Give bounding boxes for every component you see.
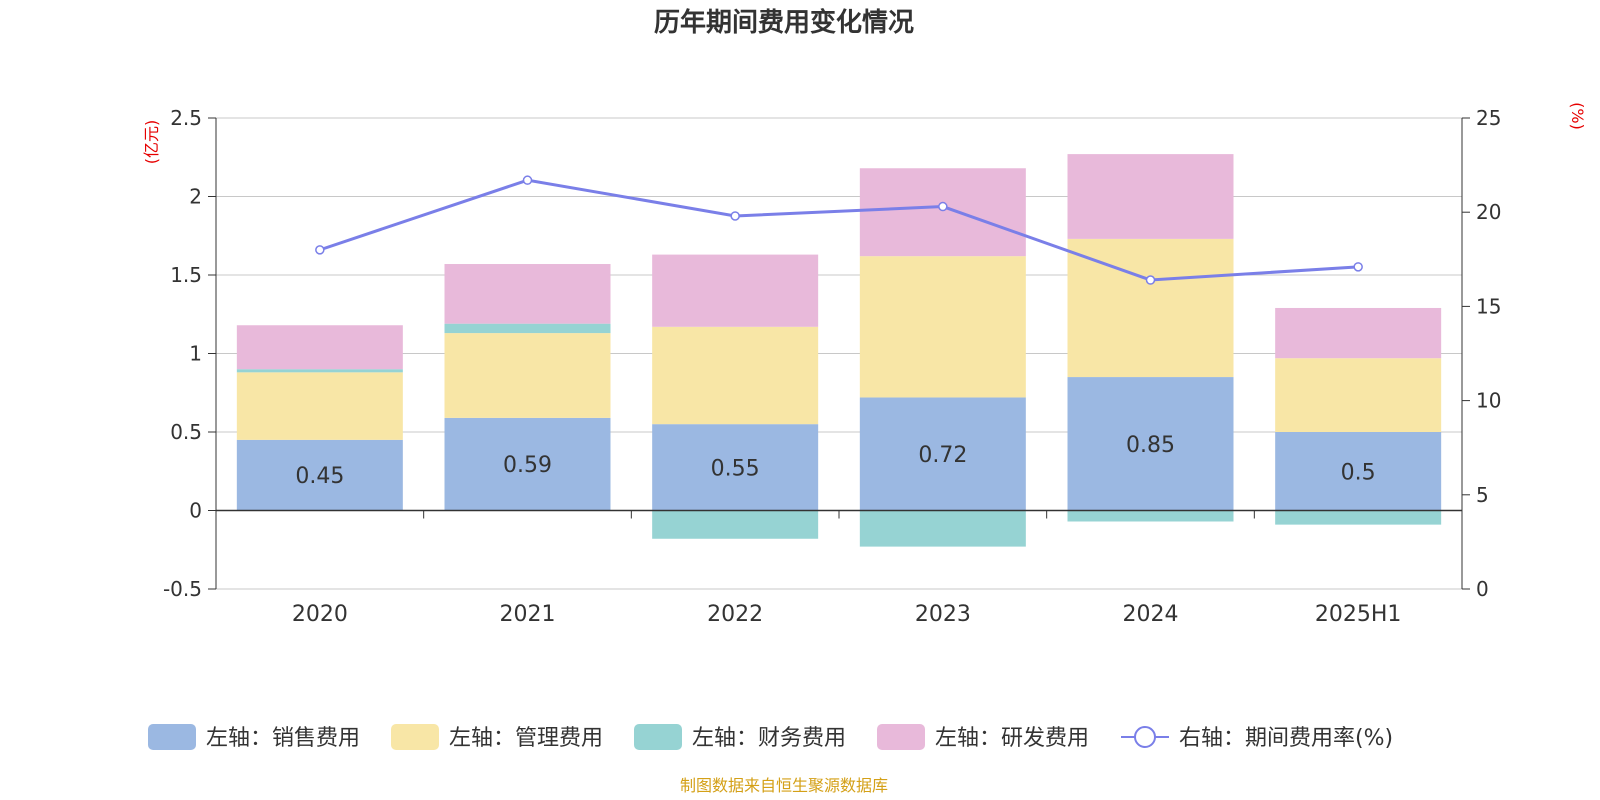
legend-label: 左轴：销售费用 [206,726,360,751]
bar-segment [1275,510,1442,525]
legend-swatch [391,724,439,750]
right-tick-label: 5 [1476,483,1489,507]
bar-segment [1067,154,1234,239]
legend-label: 左轴：研发费用 [935,726,1089,751]
x-tick-label: 2024 [1123,602,1179,627]
left-tick-label: 1 [189,342,202,366]
bar-segment [652,424,819,511]
left-tick-label: 0 [189,499,202,523]
bar-segment [859,256,1026,398]
left-axis: -0.5 0 0.5 1 1.5 2 2.5 [163,106,217,601]
bar-segment [1275,358,1442,432]
legend-label: 左轴：财务费用 [692,726,846,751]
legend: 左轴：销售费用 左轴：管理费用 左轴：财务费用 左轴：研发费用 右轴：期间费用率(%) [148,724,1393,751]
bar-segment [652,326,819,425]
right-axis-unit: (%) [1568,102,1587,130]
legend-marker-swatch [1134,726,1156,748]
left-tick-label: 2.5 [170,106,202,130]
bar-value-label: 0.55 [711,456,760,481]
right-tick-label: 25 [1476,106,1501,130]
right-axis: 0 5 10 15 20 25 [1461,106,1501,601]
bar-value-label: 0.72 [918,443,967,468]
bar-segment [1067,377,1234,511]
bar-value-label: 0.5 [1341,460,1376,485]
left-axis-unit: (亿元) [142,120,161,165]
bar-segment [444,333,611,418]
rate-point [1353,262,1363,272]
x-axis: 2020 2021 2022 2023 2024 2025H1 [216,509,1462,627]
right-tick-label: 0 [1476,577,1489,601]
left-tick-label: 1.5 [170,263,202,287]
x-tick-label: 2020 [292,602,348,627]
x-tick-label: 2025H1 [1315,602,1402,627]
right-tick-label: 15 [1476,294,1501,318]
source-note: 制图数据来自恒生聚源数据库 [680,776,888,795]
legend-swatch [634,724,682,750]
bar-segment [1275,432,1442,511]
chart-title: 历年期间费用变化情况 [654,7,914,38]
bar-segment [444,417,611,511]
x-tick-label: 2021 [500,602,556,627]
bar-segment [236,369,403,373]
bar-segment [444,264,611,324]
bar-labels: 0.45 0.59 0.55 0.72 0.85 0.5 [295,433,1375,489]
right-tick-label: 10 [1476,389,1501,413]
bar-segment [859,168,1026,257]
legend-label: 右轴：期间费用率(%) [1179,726,1393,751]
rate-point [522,175,533,185]
legend-label: 左轴：管理费用 [449,726,603,751]
line-series [315,175,1363,285]
bar-value-label: 0.59 [503,453,552,478]
legend-swatch [148,724,196,750]
right-tick-label: 20 [1476,200,1501,224]
left-tick-label: 2 [189,185,202,209]
left-tick-label: -0.5 [163,577,202,601]
bar-segment [652,510,819,539]
bar-segment [1275,307,1442,359]
bar-value-label: 0.85 [1126,433,1175,458]
rate-point [1145,275,1156,285]
bar-segment [859,510,1026,547]
legend-swatch [877,724,925,750]
bar-segment [236,439,403,511]
x-tick-label: 2022 [707,602,763,627]
rate-line [319,178,1359,282]
rate-point [315,245,325,255]
bar-segment [236,372,403,440]
left-tick-label: 0.5 [170,420,202,444]
bar-value-label: 0.45 [295,464,344,489]
rate-point [730,211,740,221]
bar-segment [859,397,1026,511]
bar-segment [236,325,403,370]
bars [236,154,1442,547]
x-tick-label: 2023 [915,602,971,627]
bar-segment [1067,510,1234,522]
gridlines [216,117,1462,590]
bar-segment [652,254,819,327]
bar-segment [444,323,611,334]
rate-point [938,201,948,212]
